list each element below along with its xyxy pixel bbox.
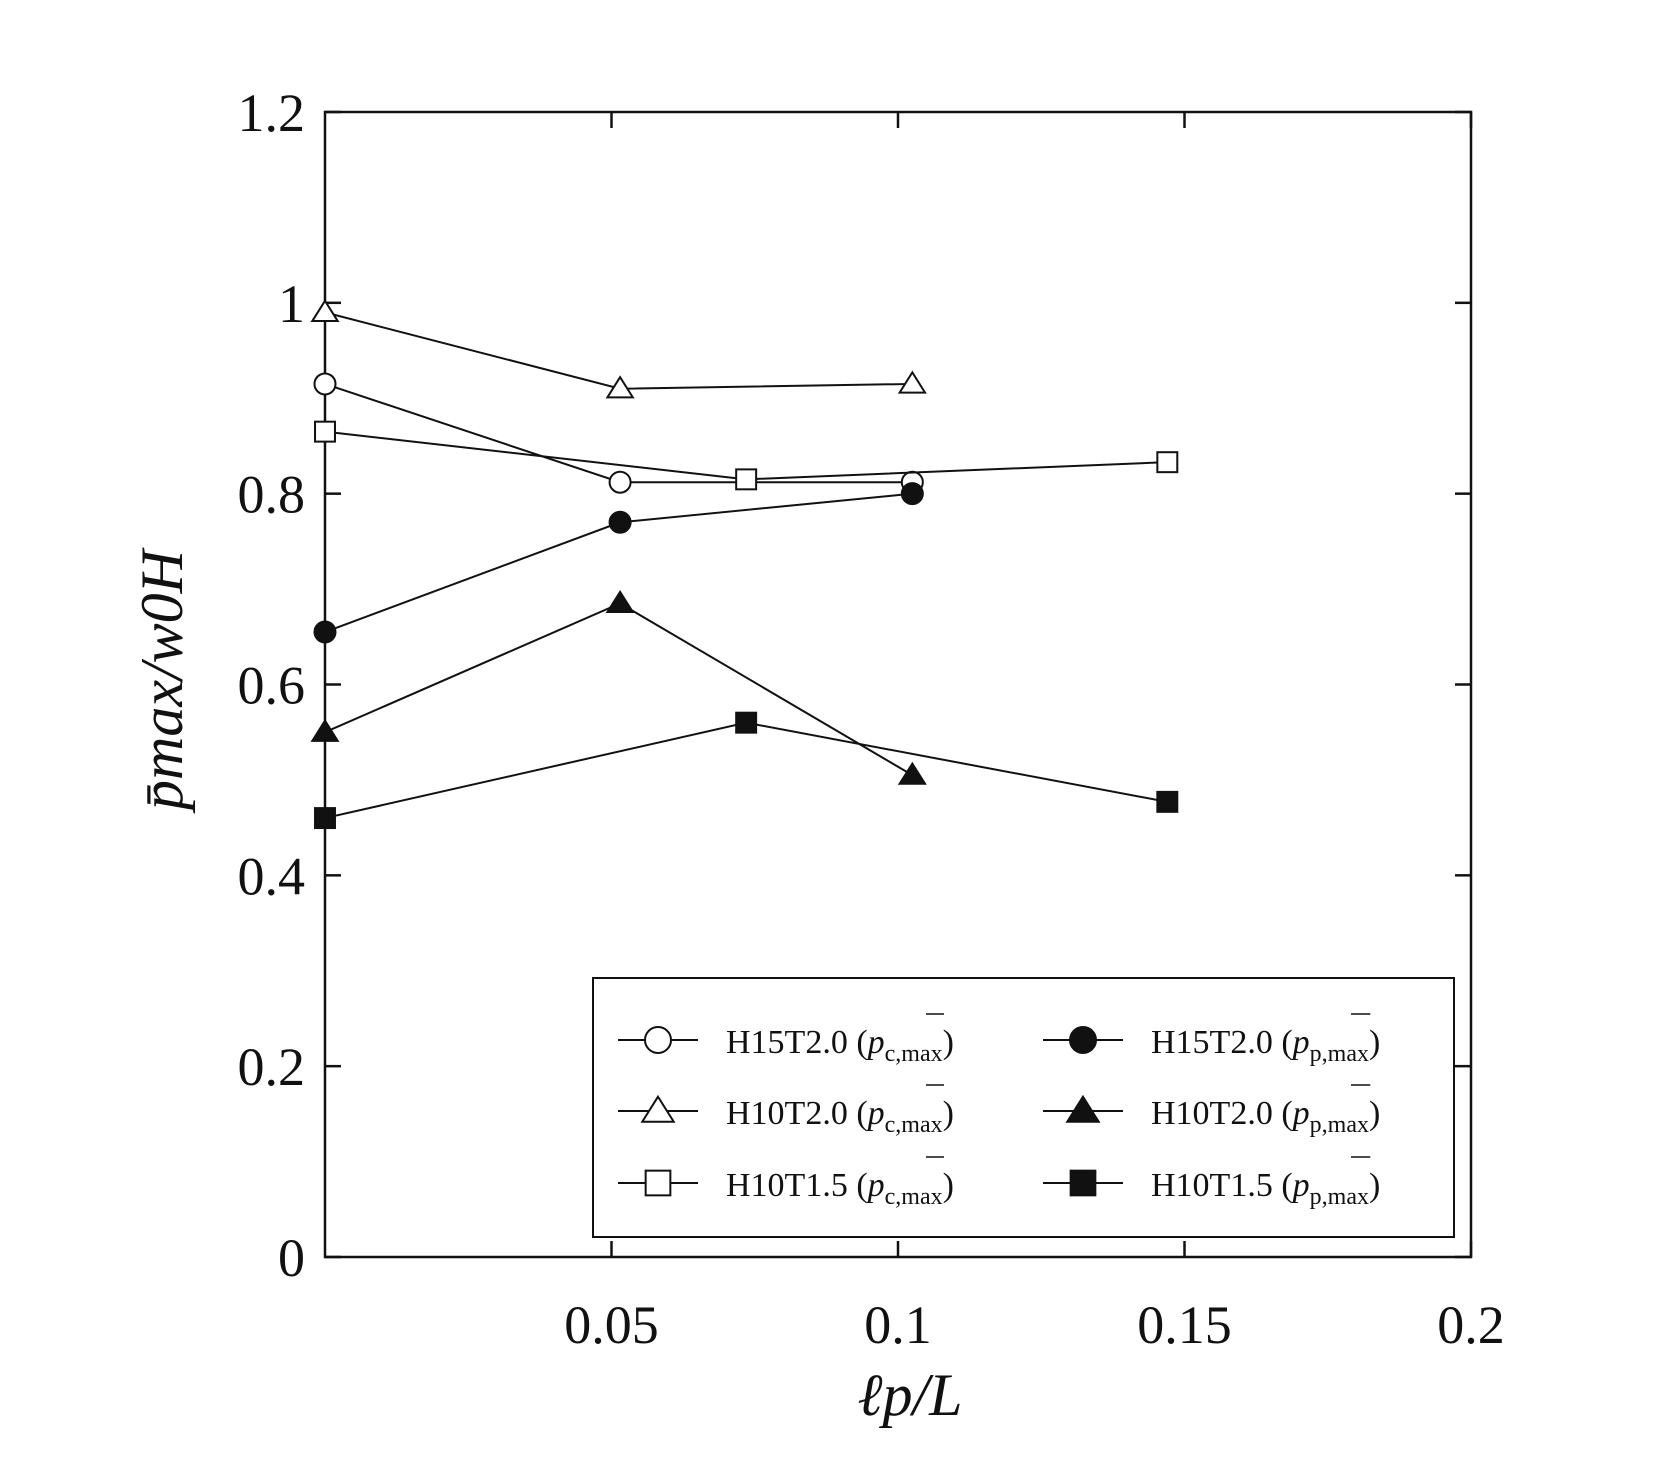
x-tick-label: 0.05 [564,1295,659,1355]
y-tick-label: 0.2 [238,1037,306,1097]
series-h10t15-c [314,420,1179,491]
series-h10t15-p [314,711,1179,830]
series-line [324,382,913,484]
y-tick-label: 1 [278,274,305,334]
data-point [605,375,635,399]
legend-label: H15T2.0 (pc,max) [726,1024,954,1067]
legend-item: H15T2.0 (pp,max) [1043,1013,1380,1067]
data-point [608,510,632,534]
data-point [735,468,758,491]
y-axis-title-text: p̄max/w0H [129,546,195,814]
x-tick-label: 0.15 [1137,1295,1232,1355]
legend-item: H10T1.5 (pc,max) [618,1156,954,1210]
data-point [605,589,635,614]
data-point [1156,451,1179,474]
x-tick-label: 0.2 [1437,1295,1505,1355]
legend-item: H10T2.0 (pp,max) [1043,1084,1380,1138]
legend-marker [1069,1026,1097,1054]
series-line [324,311,913,390]
data-point [608,470,632,494]
y-tick-label: 0.6 [238,656,306,716]
legend-label: H15T2.0 (pp,max) [1151,1024,1380,1067]
axis-ticks: 0 0.2 0.4 0.6 0.8 1 1.2 0.05 0.1 0.15 0.2 [238,83,1505,1355]
y-axis-title: p̄max/w0H [129,546,195,814]
y-tick-label: 0.8 [238,465,306,525]
series-h15t20-p [313,482,924,644]
legend-marker [640,1094,676,1123]
data-point [1156,790,1179,813]
legend-item: H15T2.0 (pc,max) [618,1013,954,1067]
legend: H15T2.0 (pc,max) H15T2.0 (pp,max) H10T2.0 … [592,977,1455,1238]
legend-label: H10T1.5 (pc,max) [726,1167,954,1210]
legend-label: H10T2.0 (pp,max) [1151,1095,1380,1138]
data-point [897,370,927,394]
data-point [314,420,336,443]
series-line [324,721,1168,820]
legend-marker [1069,1169,1097,1197]
x-axis-title: ℓp/L [857,1362,962,1428]
y-tick-label: 0.4 [238,846,306,906]
data-point [314,807,336,830]
legend-marker [1065,1094,1101,1123]
y-tick-label: 1.2 [238,83,306,143]
series-group [310,298,1179,830]
legend-label: H10T1.5 (pp,max) [1151,1167,1380,1210]
data-point [735,711,758,734]
legend-label: H10T2.0 (pc,max) [726,1095,954,1138]
legend-marker [644,1169,672,1197]
x-tick-label: 0.1 [864,1295,932,1355]
axis-titles: ℓp/L p̄max/w0H [129,546,963,1428]
data-point [897,761,927,785]
x-axis-title-text: ℓp/L [857,1362,962,1428]
series-line [324,602,913,777]
legend-item: H10T1.5 (pp,max) [1043,1156,1380,1210]
data-point [310,718,340,742]
legend-box [592,977,1455,1238]
legend-item: H10T2.0 (pc,max) [618,1084,954,1138]
series-h10t20-c [310,298,927,399]
data-point [900,482,924,506]
data-point [313,372,337,396]
legend-marker [644,1026,672,1054]
y-tick-label: 0 [278,1228,305,1288]
series-h10t20-p [310,589,927,785]
data-point [313,620,337,644]
data-point [310,298,340,323]
